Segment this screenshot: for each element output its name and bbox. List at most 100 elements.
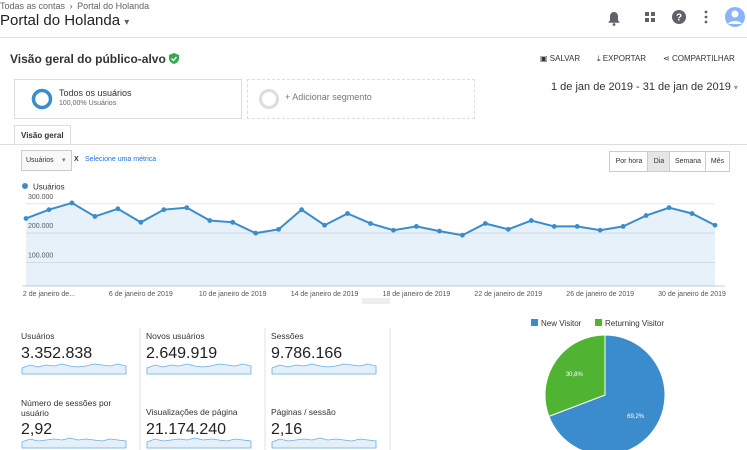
sparkline <box>146 363 252 375</box>
x-tick-label: 26 de janeiro de 2019 <box>566 291 634 298</box>
point <box>528 218 534 223</box>
metric-value: 9.786.166 <box>271 345 343 362</box>
point <box>345 211 350 216</box>
legend-marker <box>531 319 538 326</box>
divider <box>0 37 747 38</box>
apps-icon[interactable] <box>645 12 655 22</box>
add-metric[interactable]: Selecione uma métrica <box>85 156 157 163</box>
sparkline <box>21 363 127 375</box>
x-tick-label: 2 de janeiro de... <box>23 291 75 298</box>
legend-marker <box>22 183 28 189</box>
scroll-handle[interactable] <box>362 298 390 304</box>
add-segment-card[interactable]: + Adicionar segmento <box>247 79 475 119</box>
point <box>207 218 213 223</box>
point <box>184 205 190 211</box>
export-button[interactable]: ⤓ EXPORTAR <box>597 54 647 63</box>
x-tick-label: 14 de janeiro de 2019 <box>291 291 359 298</box>
date-range[interactable]: 1 de jan de 2019 - 31 de jan de 2019 ▾ <box>551 81 738 93</box>
point <box>276 226 282 232</box>
segment-icon <box>31 88 53 110</box>
point <box>437 228 442 234</box>
y-tick-label: 100.000 <box>28 253 53 260</box>
report-title: Visão geral do público-alvo <box>10 52 180 66</box>
avatar[interactable] <box>725 7 745 27</box>
metric-label: Novos usuários <box>146 331 205 341</box>
pie-slice <box>548 334 666 450</box>
point <box>23 216 29 221</box>
metric-value: 2,92 <box>21 421 53 438</box>
legend-label: Returning Visitor <box>605 319 664 328</box>
add-segment-icon <box>259 89 279 109</box>
sparkline <box>21 437 127 449</box>
metric-label: Páginas / sessão <box>271 407 336 417</box>
help-icon[interactable]: ? <box>672 10 686 24</box>
tab-divider <box>0 144 747 145</box>
more-icon[interactable] <box>704 10 708 24</box>
granularity-button[interactable]: Mês <box>705 151 730 172</box>
slice-label: 69,2% <box>627 414 645 420</box>
point <box>414 224 419 229</box>
notifications-icon[interactable] <box>608 12 620 26</box>
point <box>299 207 304 213</box>
x-tick-label: 6 de janeiro de 2019 <box>109 291 173 298</box>
pie-slice <box>544 334 606 418</box>
breadcrumb: Todas as contas › Portal do Holanda <box>0 1 150 11</box>
segment-card[interactable]: Todos os usuários 100,00% Usuários <box>14 79 242 119</box>
segment-name: Todos os usuários <box>59 88 132 98</box>
remove-metric[interactable]: X <box>74 156 79 163</box>
point <box>620 224 626 229</box>
point <box>551 224 557 229</box>
point <box>505 226 511 232</box>
point <box>597 227 603 233</box>
sparkline <box>271 363 377 375</box>
tab[interactable]: Visão geral <box>14 125 71 145</box>
legend-label: Usuários <box>33 183 65 192</box>
svg-text:?: ? <box>676 13 682 24</box>
point <box>115 206 121 212</box>
y-tick-label: 300.000 <box>28 194 53 201</box>
point <box>482 221 488 226</box>
point <box>161 207 167 213</box>
point <box>574 224 580 229</box>
breadcrumb-item[interactable]: Todas as contas <box>0 1 66 11</box>
x-tick-label: 30 de janeiro de 2019 <box>658 291 726 298</box>
header-icons: ? <box>608 7 745 27</box>
legend-marker <box>595 319 602 326</box>
point <box>69 200 75 206</box>
metric-label: Visualizações de página <box>146 407 238 417</box>
point <box>322 222 327 228</box>
point <box>391 227 396 233</box>
point <box>712 222 718 228</box>
x-tick-label: 10 de janeiro de 2019 <box>199 291 267 298</box>
point <box>92 214 98 219</box>
share-button[interactable]: ⋖ COMPARTILHAR <box>663 54 735 63</box>
slice-label: 30,8% <box>566 372 584 378</box>
metric-value: 3.352.838 <box>21 345 93 362</box>
metric-label: Usuários <box>21 331 55 341</box>
point <box>230 219 236 225</box>
point <box>138 219 144 225</box>
metric-value: 21.174.240 <box>146 421 227 438</box>
add-segment-label: + Adicionar segmento <box>285 92 372 102</box>
metric-name: Usuários <box>26 157 54 164</box>
sparkline <box>271 437 377 449</box>
x-tick-label: 22 de janeiro de 2019 <box>474 291 542 298</box>
sparkline <box>146 437 252 449</box>
point <box>253 230 259 236</box>
segment-detail: 100,00% Usuários <box>59 100 117 107</box>
legend-label: New Visitor <box>541 319 582 328</box>
save-button[interactable]: ▣ SALVAR <box>540 54 581 63</box>
tab-label: Visão geral <box>21 131 64 140</box>
metric-label: Número de sessões por usuário <box>21 398 112 418</box>
point <box>46 207 52 213</box>
metric-dividers <box>139 328 391 450</box>
point <box>368 221 373 226</box>
metric-dropdown[interactable]: Usuários ▾ <box>21 150 72 171</box>
x-tick-label: 18 de janeiro de 2019 <box>383 291 451 298</box>
property-name: Portal do Holanda <box>0 12 121 29</box>
breadcrumb-item[interactable]: Portal do Holanda <box>77 1 150 11</box>
property-selector[interactable]: Portal do Holanda ▾ <box>0 12 130 29</box>
verified-icon <box>169 53 180 64</box>
y-tick-label: 200.000 <box>28 223 53 230</box>
